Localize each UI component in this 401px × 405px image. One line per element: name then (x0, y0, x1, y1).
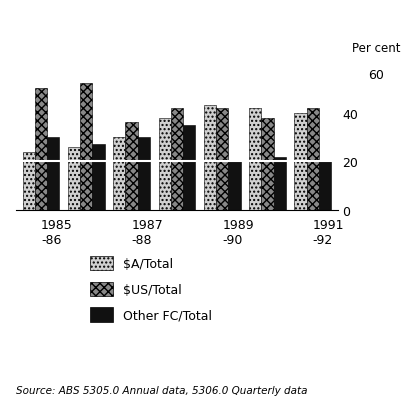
Bar (318, 162, 330, 211)
Bar (92, 145, 104, 211)
Bar (138, 138, 150, 211)
Bar (228, 162, 240, 211)
Text: Per cent: Per cent (351, 42, 399, 55)
Bar (35, 89, 47, 211)
Bar (158, 118, 170, 211)
Bar (22, 152, 35, 211)
Bar (306, 109, 318, 211)
Bar (215, 109, 228, 211)
Text: Source: ABS 5305.0 Annual data, 5306.0 Quarterly data: Source: ABS 5305.0 Annual data, 5306.0 Q… (16, 385, 307, 395)
Legend: $A/Total, $US/Total, Other FC/Total: $A/Total, $US/Total, Other FC/Total (85, 252, 217, 327)
Bar (47, 138, 59, 211)
Bar (249, 109, 261, 211)
Text: 60: 60 (367, 68, 383, 81)
Bar (261, 118, 273, 211)
Bar (294, 113, 306, 211)
Bar (182, 126, 195, 211)
Bar (170, 109, 182, 211)
Bar (80, 84, 92, 211)
Bar (273, 157, 285, 211)
Bar (125, 123, 138, 211)
Bar (68, 147, 80, 211)
Bar (203, 106, 215, 211)
Bar (113, 138, 125, 211)
